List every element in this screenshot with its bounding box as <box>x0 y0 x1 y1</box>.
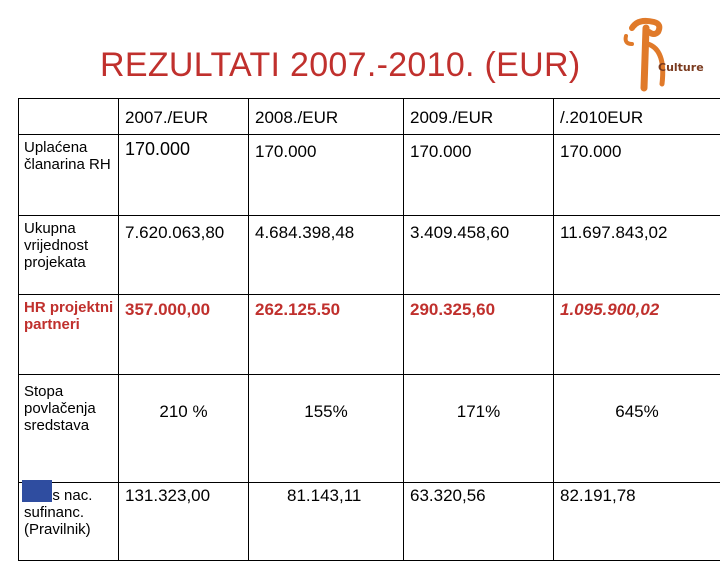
header-cell-2010: /.2010EUR <box>554 99 720 135</box>
table-cell: 262.125.50 <box>249 295 404 375</box>
row-label: HR projektni partneri <box>19 295 119 375</box>
table-cell: 170.000 <box>554 135 720 216</box>
table-cell: 170.000 <box>249 135 404 216</box>
table-cell: 63.320,56 <box>404 483 554 561</box>
table-cell: 170.000 <box>404 135 554 216</box>
header-cell-empty <box>19 99 119 135</box>
header-cell-2007: 2007./EUR <box>119 99 249 135</box>
table-cell: 4.684.398,48 <box>249 216 404 295</box>
table-cell: 11.697.843,02 <box>554 216 720 295</box>
logo-text: Culture <box>658 61 704 74</box>
table-row: Uplaćena članarina RH 170.000 170.000 17… <box>19 135 720 216</box>
table-cell: 645% <box>554 375 720 483</box>
row-label: Uplaćena članarina RH <box>19 135 119 216</box>
table-cell: 155% <box>249 375 404 483</box>
row-label: Ukupna vrijednost projekata <box>19 216 119 295</box>
table-cell: 171% <box>404 375 554 483</box>
row-label: Stopa povlačenja sredstava <box>19 375 119 483</box>
table-cell: 1.095.900,02 <box>554 295 720 375</box>
table-cell: 131.323,00 <box>119 483 249 561</box>
eu-flag-icon <box>22 480 52 502</box>
slide-title: REZULTATI 2007.-2010. (EUR) <box>100 46 620 85</box>
table-row: Iznos nac. sufinanc. (Pravilnik) 131.323… <box>19 483 720 561</box>
table-row: Stopa povlačenja sredstava 210 % 155% 17… <box>19 375 720 483</box>
table-row: Ukupna vrijednost projekata 7.620.063,80… <box>19 216 720 295</box>
header-cell-2008: 2008./EUR <box>249 99 404 135</box>
table-row: HR projektni partneri 357.000,00 262.125… <box>19 295 720 375</box>
table-cell: 357.000,00 <box>119 295 249 375</box>
table-cell: 210 % <box>119 375 249 483</box>
header-cell-2009: 2009./EUR <box>404 99 554 135</box>
table-cell: 170.000 <box>119 135 249 216</box>
table-cell: 82.191,78 <box>554 483 720 561</box>
table-cell: 290.325,60 <box>404 295 554 375</box>
table-cell: 81.143,11 <box>249 483 404 561</box>
header-row: 2007./EUR 2008./EUR 2009./EUR /.2010EUR <box>19 99 720 135</box>
results-table: 2007./EUR 2008./EUR 2009./EUR /.2010EUR … <box>18 98 720 561</box>
table-cell: 7.620.063,80 <box>119 216 249 295</box>
table-cell: 3.409.458,60 <box>404 216 554 295</box>
culture-logo-icon <box>618 14 718 102</box>
